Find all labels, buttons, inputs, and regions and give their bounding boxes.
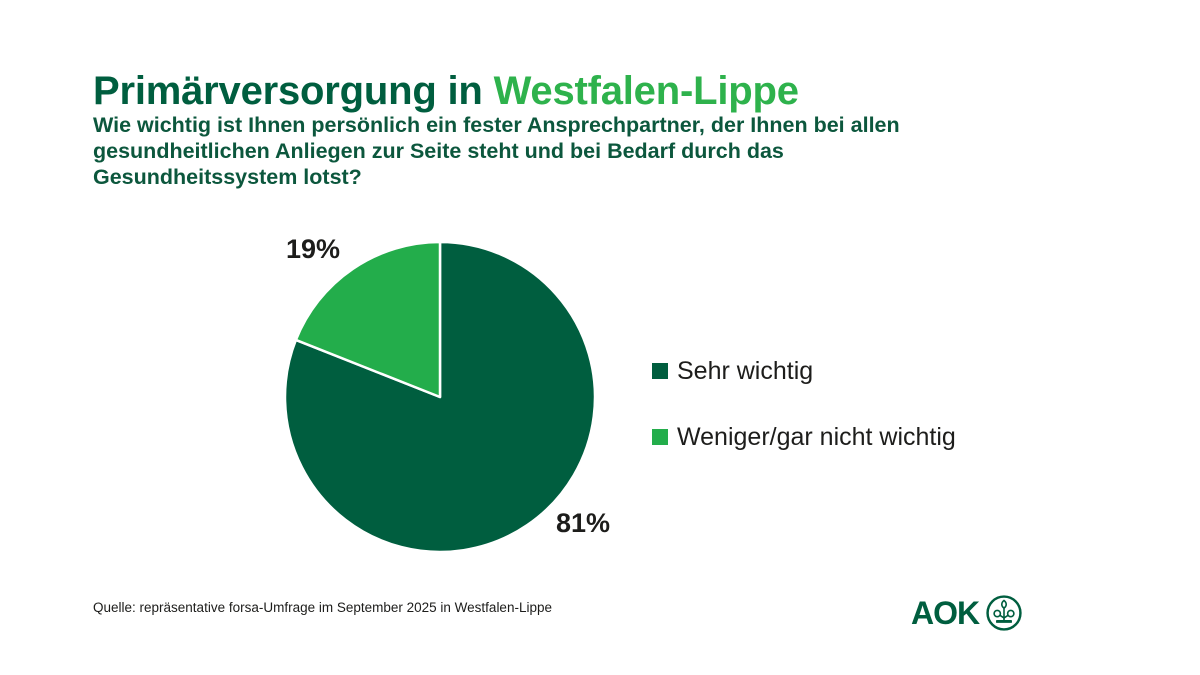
pie-chart-wrap	[283, 240, 597, 554]
survey-question-line: gesundheitlichen Anliegen zur Seite steh…	[93, 139, 784, 163]
survey-question-line: Gesundheitssystem lotst?	[93, 165, 362, 189]
legend-label: Weniger/gar nicht wichtig	[677, 423, 956, 451]
page-title-accent: Westfalen-Lippe	[493, 68, 799, 113]
page-title: Primärversorgung in Westfalen-Lippe	[93, 69, 799, 114]
slice-label-sehr: 81%	[556, 508, 611, 538]
legend-swatch-icon	[652, 363, 668, 379]
survey-question: Wie wichtig ist Ihnen persönlich ein fes…	[93, 112, 900, 190]
source-note: Quelle: repräsentative forsa-Umfrage im …	[93, 600, 552, 615]
page-title-main: Primärversorgung in	[93, 68, 483, 113]
legend-swatch-icon	[652, 429, 668, 445]
pie-slice	[294, 240, 442, 399]
aok-logo: AOK	[911, 594, 1023, 632]
legend-item-weniger-wichtig: Weniger/gar nicht wichtig	[652, 422, 956, 452]
slice-label-weniger: 19%	[286, 234, 341, 264]
chart-legend: Sehr wichtig Weniger/gar nicht wichtig	[652, 356, 956, 488]
survey-question-line: Wie wichtig ist Ihnen persönlich ein fes…	[93, 113, 900, 137]
legend-item-sehr-wichtig: Sehr wichtig	[652, 356, 956, 386]
legend-label: Sehr wichtig	[677, 357, 814, 385]
pie-chart	[283, 240, 597, 554]
aok-tree-icon	[986, 595, 1022, 631]
aok-logo-text: AOK	[911, 595, 980, 631]
